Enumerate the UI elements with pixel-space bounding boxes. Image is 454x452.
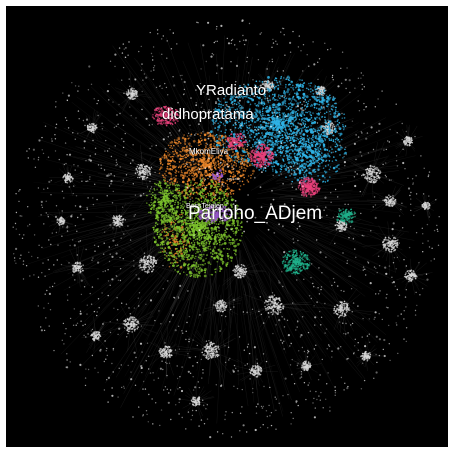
node-label-small[interactable]: seputar xyxy=(227,176,241,181)
node-label-besstejalen[interactable]: BessTejalen xyxy=(186,203,224,210)
network-graph-canvas[interactable]: YRadianto didhopratama MkomEliya seputar… xyxy=(6,6,448,447)
node-label-partoho-adjem[interactable]: Partoho_ADjem xyxy=(188,203,323,224)
graph-peripheral-nodes xyxy=(12,19,440,439)
network-graph-svg xyxy=(12,19,440,439)
node-label-yradianto[interactable]: YRadianto xyxy=(196,82,267,99)
graph-community-clusters xyxy=(56,75,431,407)
node-label-mkomeliya[interactable]: MkomEliya xyxy=(189,147,229,156)
node-label-didhopratama[interactable]: didhopratama xyxy=(162,106,254,123)
